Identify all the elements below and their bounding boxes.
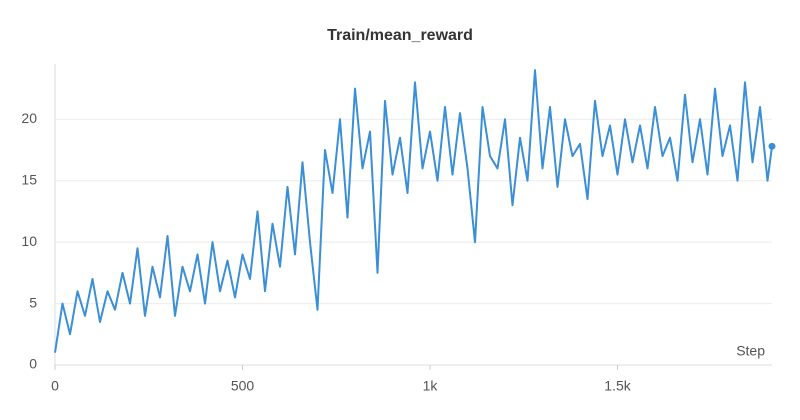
x-tick-label: 0	[51, 378, 59, 394]
end-point	[768, 142, 776, 150]
x-tick-label: 1.5k	[604, 378, 631, 394]
chart-title: Train/mean_reward	[327, 27, 473, 44]
y-tick-label: 0	[29, 356, 37, 372]
y-tick-label: 5	[29, 294, 37, 310]
line-series	[54, 69, 773, 353]
y-tick-label: 15	[21, 171, 37, 187]
y-tick-label: 20	[21, 110, 37, 126]
y-tick-label: 10	[21, 233, 37, 249]
x-tick-label: 1k	[423, 378, 439, 394]
x-axis-label: Step	[736, 343, 765, 359]
x-tick-label: 500	[231, 378, 255, 394]
